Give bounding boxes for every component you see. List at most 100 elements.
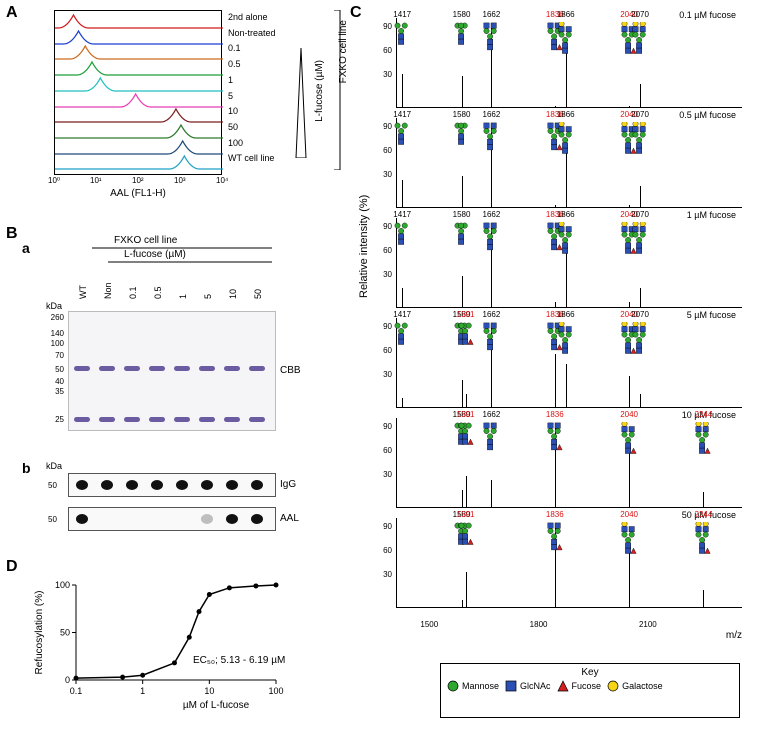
ms-peak bbox=[566, 364, 567, 408]
igg-band bbox=[76, 480, 88, 490]
spectrum-panel: 3060901 µM fucose14171580166218361866204… bbox=[396, 208, 742, 308]
ms-peak bbox=[491, 480, 492, 508]
gel-band bbox=[74, 417, 90, 422]
flow-row-labels: 2nd aloneNon-treated0.10.5151050100WT ce… bbox=[228, 10, 348, 167]
ms-peak bbox=[462, 380, 463, 408]
peak-mz-label: 2244 bbox=[694, 410, 712, 419]
glycan-icon bbox=[453, 22, 473, 59]
peak-mz-label: 1866 bbox=[557, 210, 575, 219]
igg-band bbox=[151, 480, 163, 490]
mw-label: 140 bbox=[44, 329, 64, 338]
glycan-icon bbox=[631, 122, 651, 159]
ms-peak bbox=[703, 492, 704, 508]
flow-label: 50 bbox=[228, 120, 348, 136]
igg-band bbox=[251, 480, 263, 490]
flow-xaxis-label: AAL (FL1-H) bbox=[54, 188, 222, 199]
peak-mz-label: 2244 bbox=[694, 510, 712, 519]
glycan-icon bbox=[482, 422, 502, 459]
aal-blot bbox=[68, 507, 276, 531]
gel-band bbox=[249, 366, 265, 371]
aal-band-faint bbox=[201, 514, 213, 524]
lfucose-header: L-fucose (µM) bbox=[124, 249, 186, 260]
aal-band bbox=[251, 514, 263, 524]
peak-mz-label: 1836 bbox=[546, 410, 564, 419]
spectrum-panel: 3060900.1 µM fucose141715801662183618662… bbox=[396, 8, 742, 108]
glycan-icon bbox=[393, 222, 413, 259]
ytick-label: 90 bbox=[374, 22, 392, 31]
ytick-label: 30 bbox=[374, 570, 392, 579]
svg-text:0.1: 0.1 bbox=[70, 686, 83, 696]
igg-blot bbox=[68, 473, 276, 497]
glycan-icon bbox=[694, 522, 714, 559]
fucose-conc-label: 0.5 µM fucose bbox=[679, 110, 736, 120]
ytick-label: 60 bbox=[374, 446, 392, 455]
peak-mz-label: 1580 bbox=[453, 110, 471, 119]
peak-mz-label: 1662 bbox=[483, 310, 501, 319]
svg-text:Refucosylation (%): Refucosylation (%) bbox=[34, 591, 45, 675]
peak-mz-label: 1417 bbox=[393, 110, 411, 119]
mw-label: 70 bbox=[44, 351, 64, 360]
igg-band bbox=[226, 480, 238, 490]
key-title: Key bbox=[447, 667, 733, 678]
gel-band bbox=[124, 417, 140, 422]
spectrum-panel: 3060905 µM fucose14171580159116621836186… bbox=[396, 308, 742, 408]
panel-c-xtick: 1500 bbox=[420, 620, 438, 629]
flow-label: 1 bbox=[228, 73, 348, 89]
mw-label: 50 bbox=[44, 365, 64, 374]
peak-mz-label: 2070 bbox=[631, 310, 649, 319]
panel-c-ylabel: Relative intensity (%) bbox=[358, 195, 370, 298]
glycan-icon bbox=[546, 522, 566, 559]
panel-a-label: A bbox=[6, 4, 18, 22]
lane-header: 10 bbox=[228, 289, 238, 299]
flow-xtick: 10² bbox=[132, 176, 144, 185]
ytick-label: 90 bbox=[374, 322, 392, 331]
peak-mz-label: 1662 bbox=[483, 210, 501, 219]
peak-mz-label: 1417 bbox=[393, 10, 411, 19]
mw-label: 25 bbox=[44, 415, 64, 424]
peak-mz-label: 1662 bbox=[483, 10, 501, 19]
glycan-icon bbox=[557, 322, 577, 359]
lane-header: 0.1 bbox=[128, 286, 138, 299]
ms-peak bbox=[462, 490, 463, 508]
glycan-icon bbox=[457, 522, 477, 559]
peak-mz-label: 1580 bbox=[453, 210, 471, 219]
spectrum-panel: 30609050 µM fucose15801591183620402244 bbox=[396, 508, 742, 608]
gel-band bbox=[149, 366, 165, 371]
fxko-header: FXKO cell line bbox=[114, 235, 177, 246]
igg-label: IgG bbox=[280, 479, 296, 490]
ms-peak bbox=[402, 398, 403, 408]
panel-b-sub-a: a bbox=[22, 240, 30, 256]
ms-peak bbox=[402, 180, 403, 208]
histogram-row bbox=[55, 139, 223, 155]
peak-mz-label: 1866 bbox=[557, 10, 575, 19]
ytick-label: 90 bbox=[374, 222, 392, 231]
ytick-label: 60 bbox=[374, 546, 392, 555]
header-line-mid bbox=[108, 260, 272, 264]
histogram-row bbox=[55, 92, 223, 108]
glycan-icon bbox=[557, 222, 577, 259]
ms-peak bbox=[462, 176, 463, 208]
lane-header: 0.5 bbox=[153, 286, 163, 299]
cbb-gel bbox=[68, 311, 276, 431]
lane-header: Non bbox=[103, 282, 113, 299]
ms-peak bbox=[640, 84, 641, 108]
gel-band bbox=[174, 417, 190, 422]
ms-peak bbox=[629, 452, 630, 508]
ms-peak bbox=[640, 186, 641, 208]
ms-peak bbox=[466, 572, 467, 608]
ytick-label: 90 bbox=[374, 122, 392, 131]
gel-band bbox=[174, 366, 190, 371]
peak-mz-label: 1591 bbox=[457, 310, 475, 319]
fucose-conc-label: 0.1 µM fucose bbox=[679, 10, 736, 20]
ytick-label: 90 bbox=[374, 422, 392, 431]
histogram-row bbox=[55, 44, 223, 60]
flow-label: 100 bbox=[228, 136, 348, 152]
peak-mz-label: 1662 bbox=[483, 110, 501, 119]
kda-label-b: kDa bbox=[46, 461, 62, 471]
svg-text:10: 10 bbox=[204, 686, 214, 696]
flow-xtick: 10³ bbox=[174, 176, 186, 185]
peak-mz-label: 1591 bbox=[457, 510, 475, 519]
svg-text:µM of L-fucose: µM of L-fucose bbox=[183, 700, 250, 711]
mw-label: 100 bbox=[44, 339, 64, 348]
svg-text:100: 100 bbox=[268, 686, 283, 696]
